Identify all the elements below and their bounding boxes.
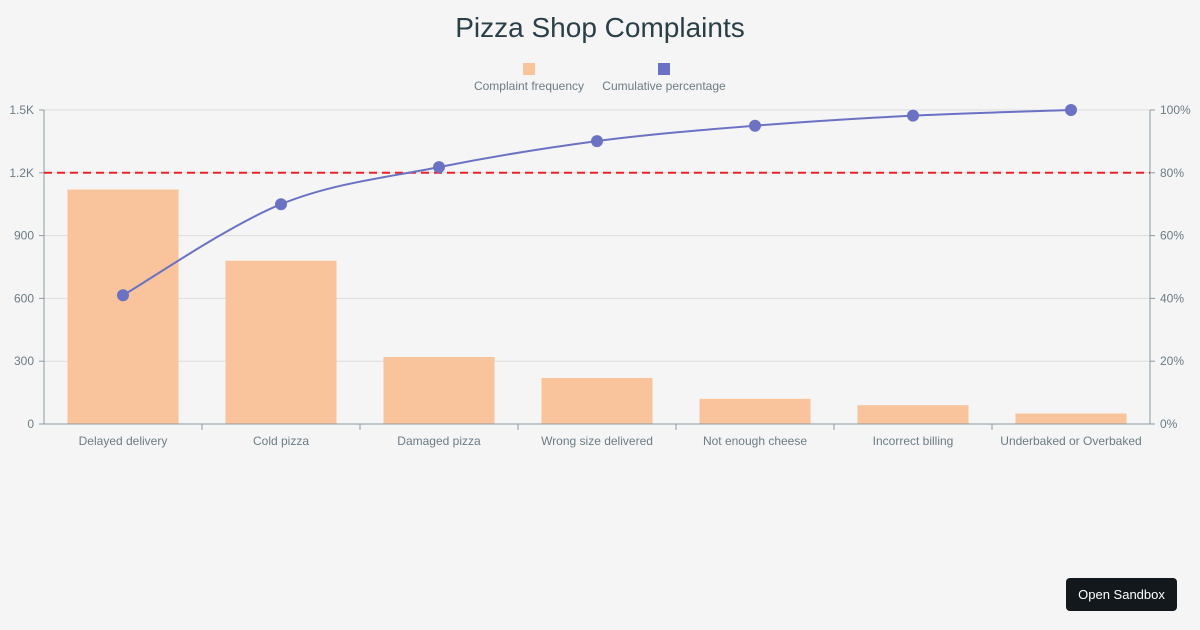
right-axis-tick-label: 60%	[1160, 229, 1184, 243]
right-axis-tick-label: 100%	[1160, 103, 1191, 117]
bar-incorrect-billing	[857, 405, 969, 424]
right-axis-tick-label: 0%	[1160, 417, 1178, 431]
cumulative-point-not-enough-cheese	[749, 119, 761, 132]
open-sandbox-button[interactable]: Open Sandbox	[1066, 578, 1177, 611]
right-axis-tick-label: 20%	[1160, 354, 1184, 368]
category-label: Not enough cheese	[703, 434, 807, 448]
bar-wrong-size-delivered	[541, 377, 653, 424]
left-axis-tick-label: 900	[14, 229, 34, 243]
cumulative-point-wrong-size-delivered	[591, 135, 603, 148]
cumulative-point-damaged-pizza	[433, 161, 445, 174]
bar-underbaked-or-overbaked	[1015, 413, 1127, 424]
left-axis-tick-label: 300	[14, 354, 34, 368]
legend-label-complaint-frequency: Complaint frequency	[474, 79, 584, 93]
category-label: Delayed delivery	[79, 434, 168, 448]
legend-swatch-cumulative-percentage	[658, 63, 670, 75]
right-axis-tick-label: 80%	[1160, 166, 1184, 180]
left-axis-tick-label: 1.2K	[9, 166, 34, 180]
category-label: Cold pizza	[253, 434, 309, 448]
chart-title: Pizza Shop Complaints	[455, 12, 744, 43]
legend-label-cumulative-percentage: Cumulative percentage	[602, 79, 726, 93]
cumulative-point-cold-pizza	[275, 198, 287, 211]
category-label: Wrong size delivered	[541, 434, 653, 448]
cumulative-point-incorrect-billing	[907, 109, 919, 122]
category-label: Underbaked or Overbaked	[1000, 434, 1141, 448]
bar-cold-pizza	[225, 260, 337, 424]
category-label: Damaged pizza	[397, 434, 481, 448]
right-axis-tick-label: 40%	[1160, 291, 1184, 305]
cumulative-point-underbaked-or-overbaked	[1065, 104, 1077, 116]
category-label: Incorrect billing	[873, 434, 954, 448]
bar-not-enough-cheese	[699, 398, 811, 424]
legend-swatch-complaint-frequency	[523, 63, 535, 75]
left-axis-tick-label: 0	[27, 417, 34, 431]
left-axis-tick-label: 600	[14, 291, 34, 305]
bar-damaged-pizza	[383, 357, 495, 424]
bar-delayed-delivery	[67, 189, 179, 424]
left-axis-tick-label: 1.5K	[9, 103, 34, 117]
cumulative-point-delayed-delivery	[117, 289, 129, 302]
